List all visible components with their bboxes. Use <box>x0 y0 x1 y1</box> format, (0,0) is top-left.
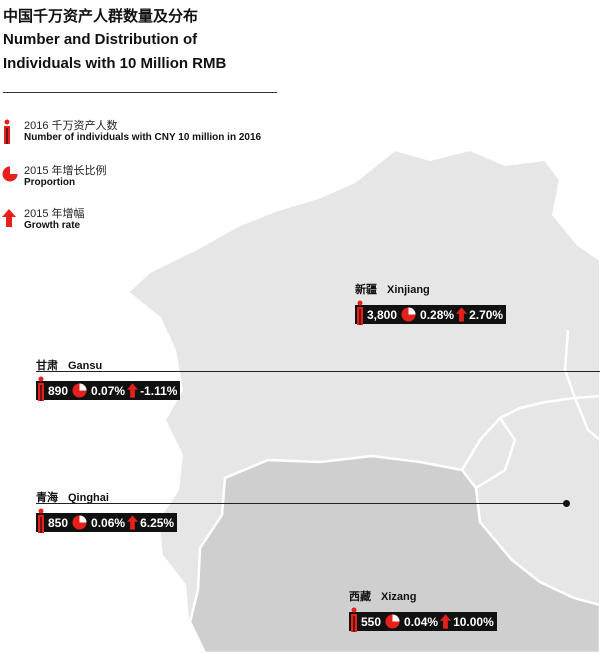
legend-item-count: 2016 千万资产人数 Number of individuals with C… <box>2 117 292 151</box>
page-title-en-line2: Individuals with 10 Million RMB <box>3 55 227 72</box>
title-divider <box>3 92 277 93</box>
stat-growth: -1.11% <box>140 383 178 398</box>
region-name-en: Xizang <box>381 591 417 603</box>
map-border <box>563 329 577 399</box>
stat-proportion: 0.07% <box>91 383 126 398</box>
region-label-gansu: 甘肃 Gansu <box>36 356 102 374</box>
title-block: 中国千万资产人群数量及分布 Number and Distribution of… <box>3 6 277 93</box>
region-name-zh: 西藏 <box>349 591 371 603</box>
location-dot-icon <box>563 500 570 507</box>
person-icon <box>36 376 46 402</box>
region-name-en: Qinghai <box>68 492 109 504</box>
legend-label-en: Proportion <box>24 177 76 188</box>
stat-proportion: 0.28% <box>420 307 455 322</box>
legend-item-growth: 2015 年增幅 Growth rate <box>2 205 202 235</box>
person-icon <box>349 607 359 633</box>
stat-bar-xizang: 550 0.04% 10.00% <box>349 607 497 633</box>
person-icon <box>4 119 10 144</box>
stat-growth: 2.70% <box>469 307 504 322</box>
region-name-zh: 新疆 <box>355 284 377 296</box>
up-arrow-icon <box>440 614 452 629</box>
region-name-zh: 甘肃 <box>36 360 58 372</box>
stat-count: 850 <box>48 515 69 530</box>
region-name-en: Xinjiang <box>387 284 430 296</box>
person-icon <box>355 300 365 326</box>
legend-label-en: Number of individuals with CNY 10 millio… <box>24 132 262 143</box>
pie-icon <box>401 307 416 322</box>
legend-label-zh: 2015 年增幅 <box>24 208 85 220</box>
region-name-en: Gansu <box>68 360 103 372</box>
legend-item-proportion: 2015 年增长比例 Proportion <box>2 162 202 192</box>
page-title-en-line1: Number and Distribution of <box>3 31 198 48</box>
page-title-zh: 中国千万资产人群数量及分布 <box>3 8 199 25</box>
up-arrow-icon <box>2 209 16 227</box>
up-arrow-icon <box>127 515 139 530</box>
legend-label-en: Growth rate <box>24 220 81 231</box>
stat-growth: 6.25% <box>140 515 175 530</box>
stat-bar-gansu: 890 0.07% -1.11% <box>36 376 181 402</box>
region-label-qinghai: 青海 Qinghai <box>36 488 109 506</box>
stat-bar-qinghai: 850 0.06% 6.25% <box>36 508 178 534</box>
region-label-xizang: 西藏 Xizang <box>349 587 416 605</box>
legend-label-zh: 2016 千万资产人数 <box>24 120 118 132</box>
stat-count: 890 <box>48 383 69 398</box>
pie-icon <box>2 166 18 182</box>
leader-line-qinghai <box>36 503 566 504</box>
map-region-xizang <box>188 454 600 653</box>
stat-proportion: 0.06% <box>91 515 126 530</box>
region-name-zh: 青海 <box>36 492 58 504</box>
pie-icon <box>385 614 400 629</box>
stat-count: 550 <box>361 614 382 629</box>
map-border <box>475 417 517 490</box>
stat-count: 3,800 <box>367 307 398 322</box>
person-icon <box>36 508 46 534</box>
stat-growth: 10.00% <box>453 614 494 629</box>
legend-label-zh: 2015 年增长比例 <box>24 165 107 177</box>
up-arrow-icon <box>456 307 468 322</box>
region-label-xinjiang: 新疆 Xinjiang <box>355 280 430 298</box>
stat-proportion: 0.04% <box>404 614 439 629</box>
up-arrow-icon <box>127 383 139 398</box>
pie-icon <box>72 383 87 398</box>
leader-line-gansu <box>36 371 600 372</box>
map-border <box>573 397 600 441</box>
pie-icon <box>72 515 87 530</box>
stat-bar-xinjiang: 3,800 0.28% 2.70% <box>355 300 507 326</box>
